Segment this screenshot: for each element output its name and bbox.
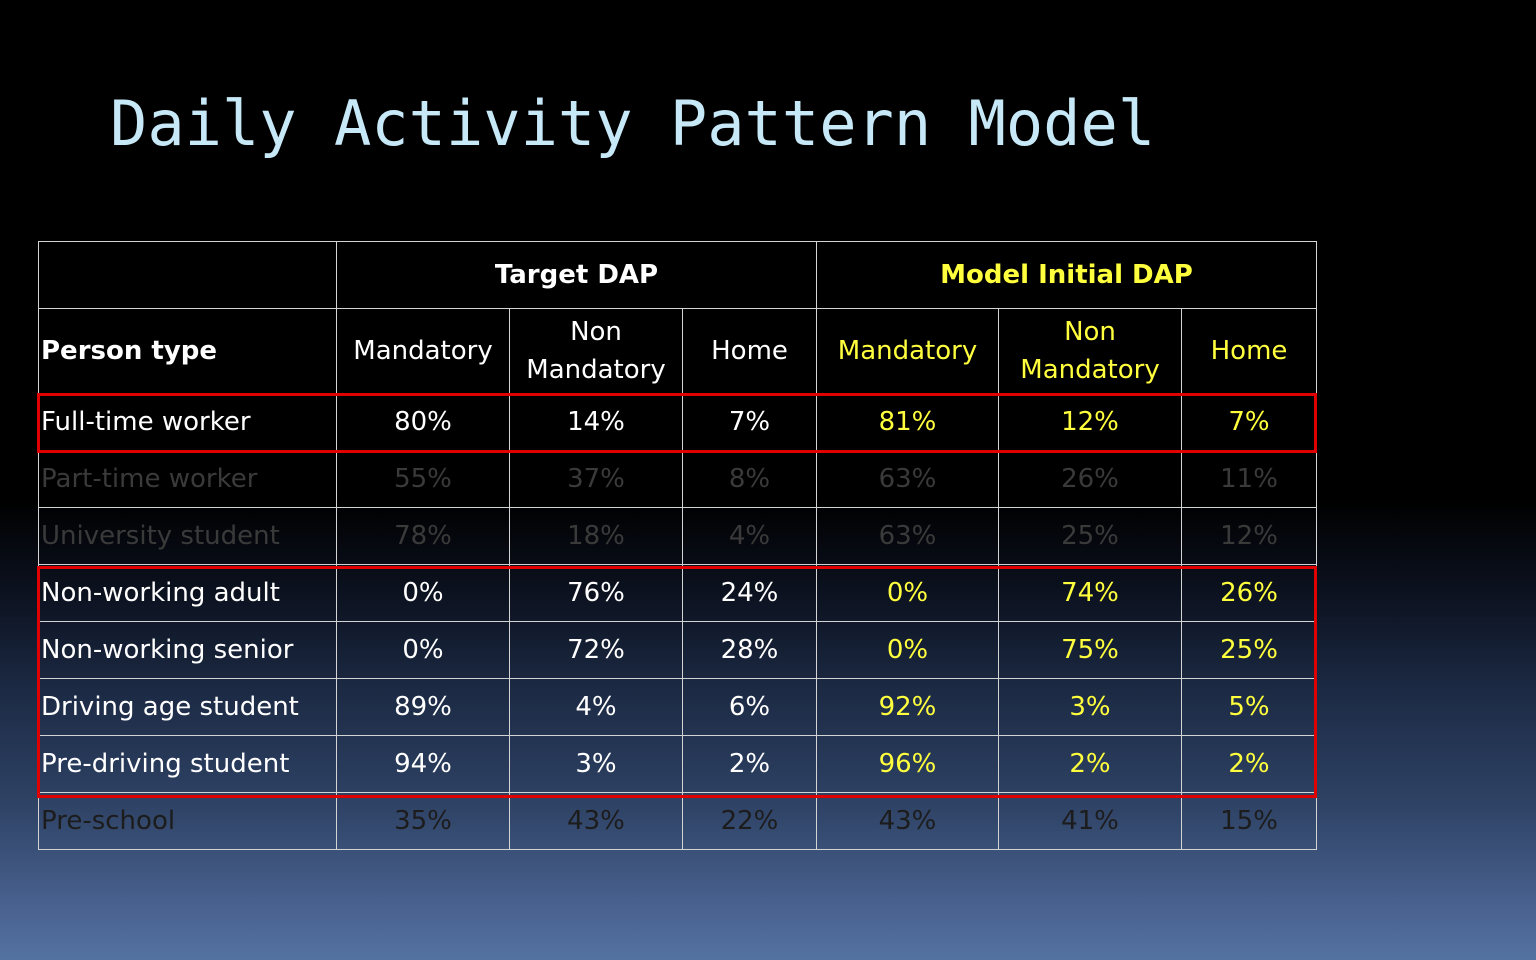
model-mandatory-cell: 0% [816, 564, 999, 622]
model-non-mandatory-cell: 12% [998, 393, 1182, 451]
group-header-row: Target DAP Model Initial DAP [38, 241, 1318, 309]
model-non-mandatory-header: Non Mandatory [998, 308, 1182, 394]
target-non-mandatory-cell: 14% [509, 393, 683, 451]
model-home-cell: 15% [1180, 792, 1318, 850]
model-non-mandatory-cell: 74% [998, 564, 1182, 622]
target-home-header: Home [682, 308, 817, 394]
column-header-row: Person type Mandatory Non Mandatory Home… [38, 308, 1318, 394]
table-row-driving-age-student: Driving age student 89% 4% 6% 92% 3% 5% [38, 678, 1318, 736]
dap-comparison-table: Target DAP Model Initial DAP Person type… [38, 241, 1318, 850]
target-non-mandatory-cell: 18% [509, 507, 683, 565]
model-home-cell: 5% [1180, 678, 1318, 736]
target-mandatory-cell: 89% [336, 678, 510, 736]
model-mandatory-cell: 0% [816, 621, 999, 679]
target-mandatory-cell: 80% [336, 393, 510, 451]
person-type-header: Person type [38, 308, 337, 394]
model-initial-dap-header: Model Initial DAP [815, 241, 1318, 309]
person-type-cell: Non-working adult [38, 564, 337, 622]
model-home-cell: 12% [1180, 507, 1318, 565]
model-home-cell: 11% [1180, 450, 1318, 508]
model-mandatory-cell: 96% [816, 735, 999, 793]
table-row-part-time-worker: Part-time worker 55% 37% 8% 63% 26% 11% [38, 450, 1318, 508]
model-non-mandatory-cell: 2% [998, 735, 1182, 793]
model-home-cell: 25% [1180, 621, 1318, 679]
model-non-mandatory-cell: 26% [998, 450, 1182, 508]
model-non-mandatory-cell: 75% [998, 621, 1182, 679]
model-mandatory-cell: 81% [816, 393, 999, 451]
model-home-cell: 26% [1180, 564, 1318, 622]
slide-title: Daily Activity Pattern Model [110, 87, 1156, 160]
person-type-cell: Non-working senior [38, 621, 337, 679]
table-row-pre-school: Pre-school 35% 43% 22% 43% 41% 15% [38, 792, 1318, 850]
target-home-cell: 6% [682, 678, 817, 736]
table-row-university-student: University student 78% 18% 4% 63% 25% 12… [38, 507, 1318, 565]
model-non-mandatory-cell: 41% [998, 792, 1182, 850]
table-row-non-working-senior: Non-working senior 0% 72% 28% 0% 75% 25% [38, 621, 1318, 679]
person-type-cell: Pre-school [38, 792, 337, 850]
table-row-full-time-worker: Full-time worker 80% 14% 7% 81% 12% 7% [38, 393, 1318, 451]
empty-corner-cell [38, 241, 337, 309]
target-mandatory-cell: 35% [336, 792, 510, 850]
model-home-cell: 2% [1180, 735, 1318, 793]
target-mandatory-cell: 0% [336, 621, 510, 679]
model-non-mandatory-cell: 3% [998, 678, 1182, 736]
target-non-mandatory-header: Non Mandatory [509, 308, 683, 394]
target-home-cell: 22% [682, 792, 817, 850]
model-mandatory-cell: 92% [816, 678, 999, 736]
target-non-mandatory-cell: 72% [509, 621, 683, 679]
target-home-cell: 24% [682, 564, 817, 622]
model-non-mandatory-cell: 25% [998, 507, 1182, 565]
model-mandatory-header: Mandatory [816, 308, 999, 394]
target-non-mandatory-cell: 3% [509, 735, 683, 793]
target-mandatory-cell: 78% [336, 507, 510, 565]
person-type-cell: Part-time worker [38, 450, 337, 508]
person-type-cell: Full-time worker [38, 393, 337, 451]
table-row-non-working-adult: Non-working adult 0% 76% 24% 0% 74% 26% [38, 564, 1318, 622]
person-type-cell: Driving age student [38, 678, 337, 736]
model-mandatory-cell: 63% [816, 450, 999, 508]
target-home-cell: 4% [682, 507, 817, 565]
target-mandatory-cell: 55% [336, 450, 510, 508]
model-home-cell: 7% [1180, 393, 1318, 451]
target-mandatory-cell: 0% [336, 564, 510, 622]
table-row-pre-driving-student: Pre-driving student 94% 3% 2% 96% 2% 2% [38, 735, 1318, 793]
target-non-mandatory-cell: 4% [509, 678, 683, 736]
target-home-cell: 7% [682, 393, 817, 451]
target-dap-header: Target DAP [336, 241, 817, 309]
person-type-cell: Pre-driving student [38, 735, 337, 793]
target-non-mandatory-cell: 43% [509, 792, 683, 850]
target-non-mandatory-cell: 37% [509, 450, 683, 508]
target-home-cell: 8% [682, 450, 817, 508]
target-mandatory-cell: 94% [336, 735, 510, 793]
model-home-header: Home [1180, 308, 1318, 394]
target-home-cell: 2% [682, 735, 817, 793]
target-home-cell: 28% [682, 621, 817, 679]
target-mandatory-header: Mandatory [336, 308, 510, 394]
person-type-cell: University student [38, 507, 337, 565]
model-mandatory-cell: 63% [816, 507, 999, 565]
target-non-mandatory-cell: 76% [509, 564, 683, 622]
model-mandatory-cell: 43% [816, 792, 999, 850]
